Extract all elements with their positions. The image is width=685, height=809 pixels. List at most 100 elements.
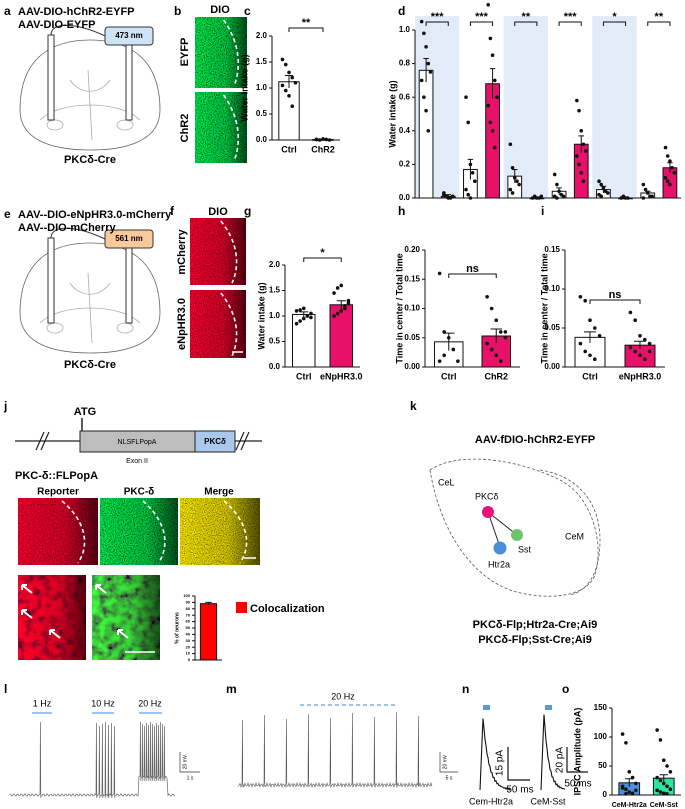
data-point	[485, 295, 489, 299]
scale-label: 1 s	[187, 775, 194, 781]
significance-bracket	[647, 21, 671, 26]
row-label: eNpHR3.0	[176, 298, 188, 350]
data-point	[601, 186, 606, 190]
y-axis-label: Water intake (g)	[239, 54, 249, 121]
scale-label: 20 mV	[182, 754, 188, 769]
y-tick-label: 40	[186, 631, 191, 636]
data-point	[638, 353, 642, 358]
data-point	[557, 189, 561, 194]
data-point	[624, 792, 628, 796]
y-tick-label: 0.5	[256, 109, 268, 118]
error-bar	[489, 68, 496, 99]
y-tick-label: 0.00	[544, 362, 560, 371]
data-point	[663, 176, 668, 180]
data-point	[486, 3, 490, 7]
trace-name: CeM-Sst	[530, 796, 566, 806]
data-point	[625, 196, 630, 200]
data-point	[309, 315, 313, 320]
data-point	[643, 357, 647, 362]
brain-schematic	[19, 39, 161, 151]
data-point	[670, 165, 674, 170]
data-point	[456, 359, 460, 363]
data-point	[665, 154, 670, 158]
y-tick-label: 0.5	[269, 337, 281, 346]
scale-bar	[179, 752, 200, 773]
data-point	[280, 57, 285, 62]
y-tick-label: 70	[186, 612, 191, 617]
y-axis-label: Time in center / Total time	[539, 253, 549, 363]
region-outline	[220, 292, 238, 357]
data-point	[552, 172, 557, 177]
micrograph-shade	[180, 498, 260, 565]
panel-letter: n	[462, 682, 469, 696]
y-tick-label: 2.0	[269, 260, 281, 269]
data-point	[668, 787, 673, 791]
data-point	[555, 196, 559, 200]
data-point	[488, 120, 493, 125]
y-tick-label: 100	[183, 593, 190, 598]
data-point	[424, 108, 428, 113]
data-point	[627, 770, 632, 774]
data-point	[419, 78, 424, 83]
mouse-line: PKCδ-Flp;Htr2a-Cre;Ai9	[473, 619, 598, 631]
data-point	[283, 62, 288, 67]
data-point	[510, 191, 515, 195]
panel-letter: j	[3, 399, 7, 413]
data-point	[517, 182, 521, 187]
data-point	[661, 781, 666, 786]
y-tick-label: 150	[594, 703, 608, 712]
data-point	[490, 129, 495, 133]
column-label: PKC-δ	[124, 487, 155, 498]
scale-bar	[566, 747, 588, 773]
y-tick-label: 0.15	[544, 245, 560, 254]
data-point	[290, 75, 295, 80]
y-tick-label: 0.0	[256, 135, 268, 144]
y-tick-label: 20	[186, 644, 191, 649]
data-point	[665, 179, 670, 183]
data-point	[593, 357, 597, 362]
data-point	[650, 194, 654, 199]
row-label: ChR2	[179, 114, 191, 143]
data-point	[470, 171, 475, 175]
data-point	[301, 316, 306, 321]
micrograph-shade	[190, 218, 246, 285]
mouse-line: PKCδ-Flp;Sst-Cre;Ai9	[478, 634, 592, 646]
y-tick-label: 0.00	[404, 362, 420, 371]
data-point	[321, 137, 325, 141]
y-tick-label: 1.5	[269, 286, 281, 295]
significance-bracket	[288, 27, 324, 32]
micrograph-shade	[18, 498, 98, 565]
data-point	[494, 353, 499, 358]
data-point	[466, 192, 471, 197]
data-point	[332, 291, 336, 295]
data-point	[495, 95, 499, 99]
data-point	[490, 53, 495, 57]
y-tick-label: 0	[188, 657, 191, 662]
stimulus-label: 10 Hz	[91, 698, 115, 708]
scale-bar	[507, 747, 530, 781]
gene-diagram	[15, 418, 262, 453]
data-point	[317, 138, 322, 142]
significance-label: *	[612, 11, 617, 23]
data-point	[346, 301, 351, 306]
data-point	[293, 81, 298, 85]
mouse-line: PKCδ-Cre	[64, 359, 116, 371]
data-point	[499, 330, 503, 334]
x-tick-label: CeM-Sst	[650, 802, 679, 809]
mouse-line: PKCδ-Cre	[64, 154, 116, 166]
data-point	[634, 781, 638, 786]
data-point	[492, 78, 497, 83]
image-title: DIO	[208, 206, 228, 218]
significance-bracket	[469, 21, 494, 26]
stimulus-label: 1 Hz	[33, 698, 52, 708]
y-axis-label: Water intake (g)	[387, 80, 397, 147]
data-point	[581, 179, 586, 183]
allele: PKC-δ::FLPopA	[15, 470, 98, 482]
data-point	[442, 330, 446, 334]
data-point	[641, 182, 646, 187]
panel-letter: d	[398, 4, 405, 18]
cell-label: PKCδ	[475, 491, 499, 501]
data-point	[508, 142, 513, 147]
stim-mark	[483, 705, 490, 710]
data-point	[655, 728, 659, 732]
